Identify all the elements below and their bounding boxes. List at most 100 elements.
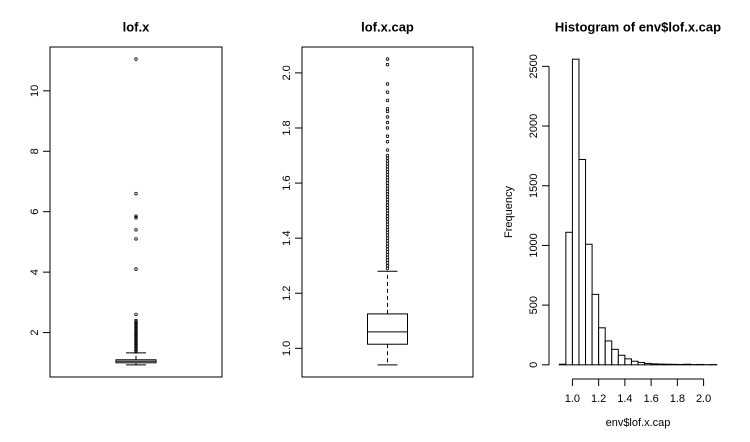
y-tick-label: 500 — [528, 296, 540, 314]
outlier — [385, 126, 390, 130]
outlier — [385, 62, 390, 67]
outlier — [134, 345, 138, 350]
x-tick-label: 1.8 — [670, 393, 685, 405]
outlier — [385, 170, 390, 174]
outlier — [134, 237, 138, 241]
box — [367, 313, 408, 345]
y-tick-label: 10 — [29, 85, 41, 97]
outlier — [385, 222, 390, 227]
outlier — [134, 216, 138, 220]
y-tick-label: 2.0 — [281, 65, 293, 80]
outlier — [385, 241, 390, 246]
y-tick-label: 1500 — [528, 173, 540, 197]
outlier — [385, 197, 390, 202]
y-tick-label: 0 — [528, 362, 540, 368]
outlier — [385, 203, 390, 207]
outlier — [134, 339, 138, 344]
bar — [637, 361, 646, 366]
bar — [611, 348, 619, 366]
bar — [558, 363, 567, 366]
outlier — [385, 258, 390, 262]
bar — [578, 158, 587, 366]
outlier — [134, 214, 138, 218]
y-tick-label: 1.4 — [281, 231, 293, 246]
bar — [598, 327, 606, 366]
outlier — [134, 341, 138, 345]
outlier — [385, 148, 390, 152]
outlier — [385, 252, 390, 257]
bar — [630, 360, 639, 366]
y-tick-label: 1000 — [528, 233, 540, 257]
outlier — [385, 214, 390, 218]
outlier — [134, 349, 138, 353]
chart-title: lof.x — [123, 19, 150, 34]
outlier — [385, 189, 390, 194]
y-tick-label: 4 — [29, 269, 41, 275]
outlier — [134, 336, 138, 341]
outlier — [385, 115, 390, 119]
outlier — [385, 250, 390, 254]
outlier — [385, 206, 390, 210]
outlier — [385, 208, 390, 213]
bar — [657, 363, 665, 366]
outlier — [385, 186, 390, 191]
outlier — [134, 320, 138, 324]
y-tick-label: 1.6 — [281, 175, 293, 190]
outlier — [385, 162, 390, 166]
y-tick-label: 1.8 — [281, 120, 293, 135]
outlier — [134, 342, 138, 347]
y-tick-label: 1.2 — [281, 286, 293, 301]
outlier — [134, 332, 138, 336]
outlier — [385, 82, 390, 86]
outlier — [134, 347, 138, 351]
bar — [571, 58, 580, 366]
outlier — [385, 175, 390, 180]
outlier — [134, 318, 138, 323]
outlier — [385, 140, 390, 144]
outlier — [385, 236, 390, 240]
outlier — [385, 109, 390, 114]
outlier — [385, 173, 390, 177]
outlier — [385, 217, 390, 221]
y-tick-label: 2000 — [528, 114, 540, 138]
outlier — [385, 255, 390, 260]
outlier — [385, 247, 390, 251]
outlier — [134, 323, 138, 327]
bar — [565, 231, 573, 366]
outlier — [385, 266, 390, 271]
bar — [683, 363, 691, 366]
outlier — [134, 329, 138, 333]
outlier — [134, 324, 138, 329]
outlier — [385, 57, 390, 61]
bar — [585, 243, 593, 366]
outlier — [385, 230, 390, 235]
chart-title: Histogram of env$lof.x.cap — [555, 19, 721, 34]
outlier — [385, 120, 390, 125]
outlier — [385, 225, 390, 229]
outlier — [385, 156, 390, 160]
outlier — [385, 192, 390, 196]
outlier — [385, 90, 390, 94]
bar — [644, 362, 652, 366]
y-tick-label: 6 — [29, 209, 41, 215]
outlier — [134, 228, 138, 232]
bar — [604, 340, 613, 366]
outlier — [385, 211, 390, 216]
x-tick-label: 1.2 — [591, 393, 606, 405]
x-tick-label: 1.4 — [617, 393, 632, 405]
outlier — [385, 153, 390, 158]
outlier — [134, 57, 138, 61]
outlier — [134, 344, 138, 348]
outlier — [385, 264, 390, 268]
x-axis-label: env$lof.x.cap — [606, 417, 671, 429]
outlier — [385, 164, 390, 169]
y-tick-label: 8 — [29, 148, 41, 154]
outlier — [385, 219, 390, 224]
outlier — [134, 333, 138, 338]
outlier — [385, 159, 390, 163]
outlier — [134, 312, 138, 317]
outlier — [385, 167, 390, 172]
outlier — [134, 330, 138, 335]
outlier — [134, 321, 138, 326]
